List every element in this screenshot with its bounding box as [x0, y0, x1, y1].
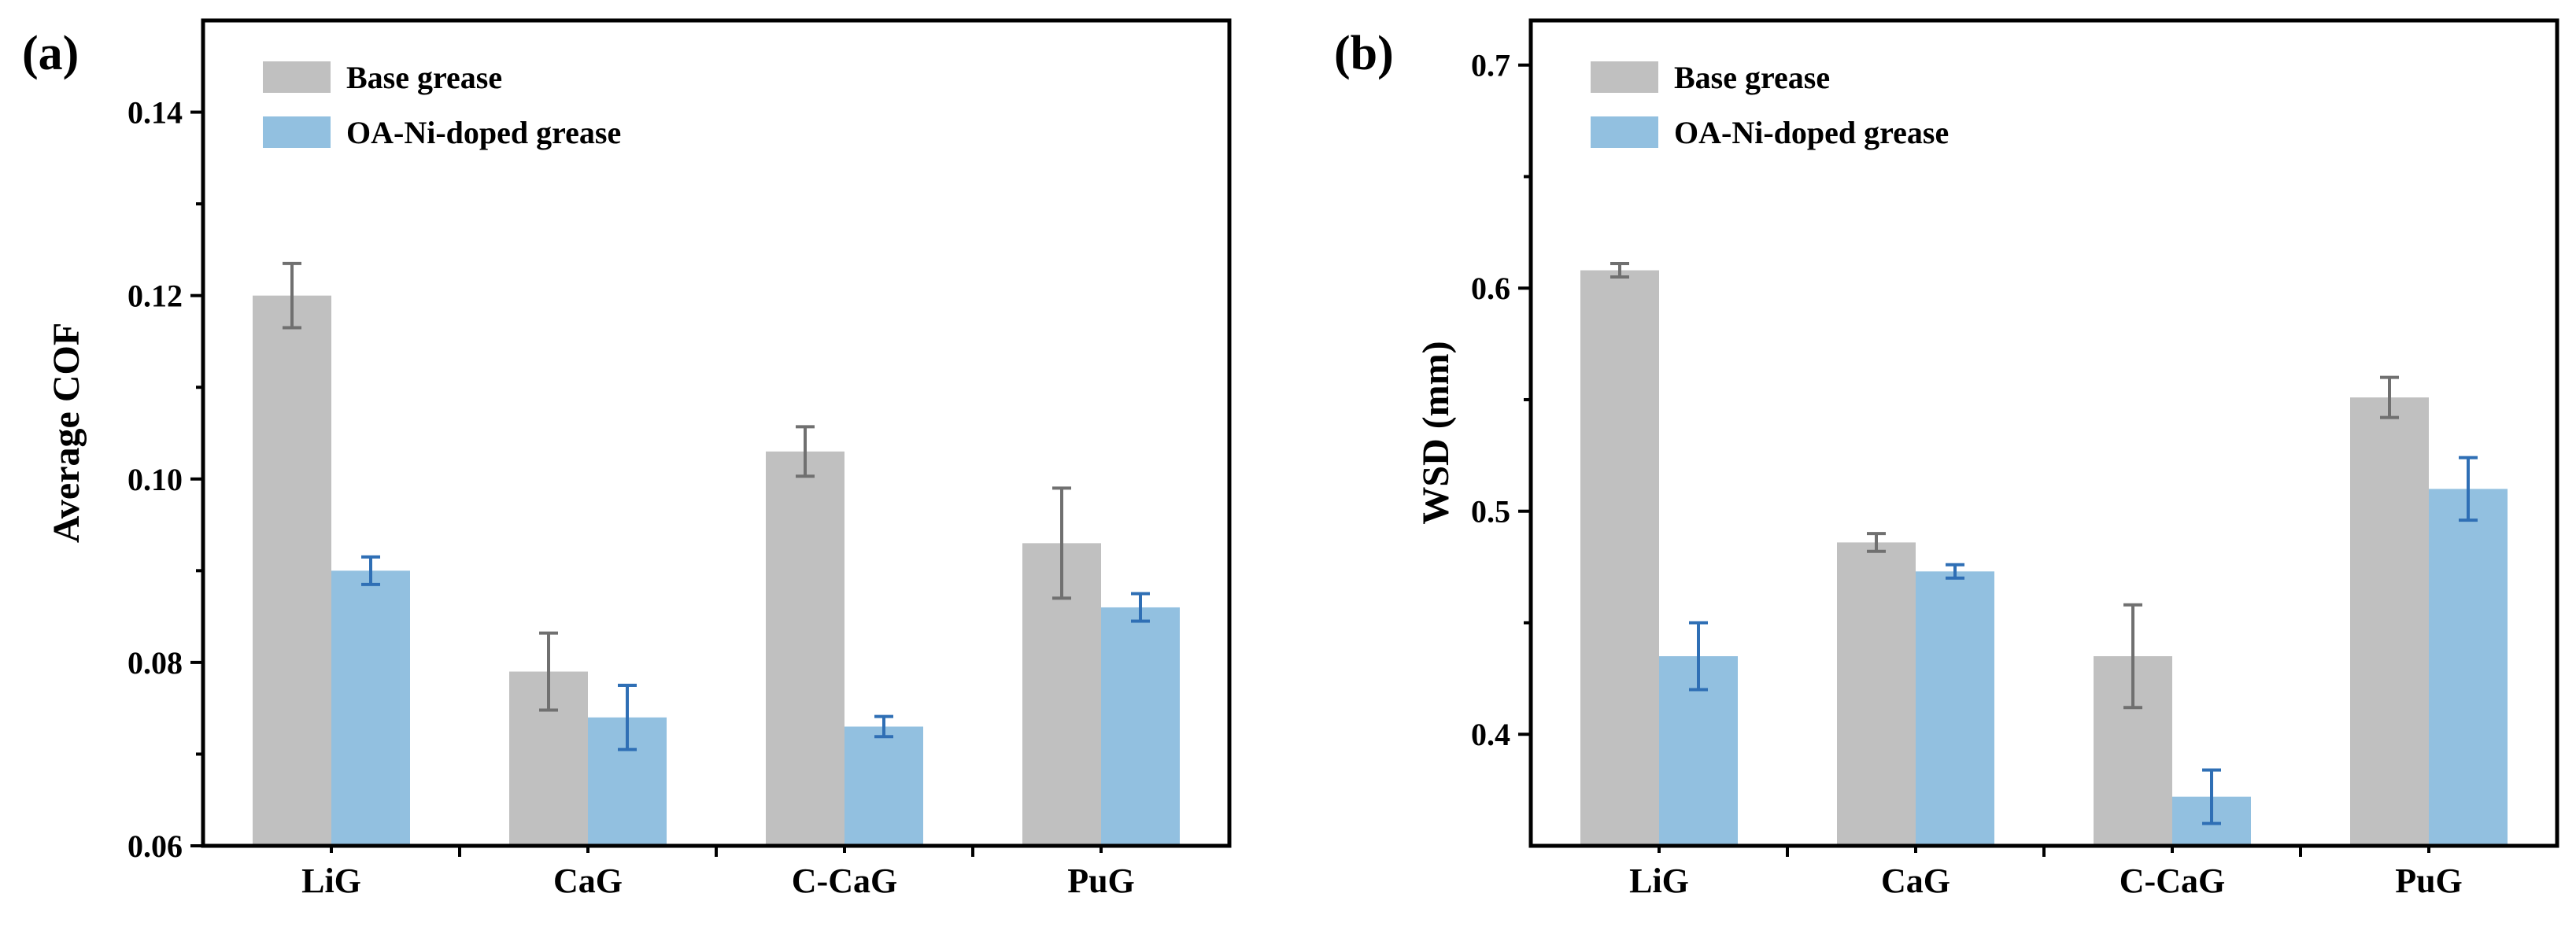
error-bar-doped-pug	[2459, 456, 2478, 522]
panel-label: (a)	[22, 27, 79, 80]
y-tick-label: 0.12	[128, 279, 183, 314]
y-tick-label: 0.14	[128, 95, 183, 131]
x-category-label: CaG	[553, 862, 623, 900]
legend-label-base: Base grease	[346, 60, 502, 95]
x-category-label: C-CaG	[2120, 862, 2225, 900]
panel-label: (b)	[1334, 27, 1394, 80]
error-bar-doped-pug	[1131, 592, 1150, 623]
y-tick-label: 0.10	[128, 462, 183, 497]
y-tick-label: 0.06	[128, 829, 183, 864]
panel-a: 0.06 0.08 0.10 0.12 0.14 LiG CaG C-CaG PuG (a) Ave…	[22, 18, 1232, 900]
error-bar-base-lig	[283, 261, 301, 330]
bar-doped-pug	[2429, 489, 2508, 846]
error-bar-doped-c-cag	[874, 714, 893, 739]
error-bar-base-pug	[2380, 375, 2399, 419]
legend-swatch-base	[263, 61, 331, 93]
x-category-label: CaG	[1881, 862, 1950, 900]
legend-label-base: Base grease	[1674, 60, 1830, 95]
error-bar-doped-lig	[361, 555, 380, 586]
legend-label-doped: OA-Ni-doped grease	[1674, 115, 1949, 150]
error-bar-base-c-cag	[796, 425, 815, 478]
error-bar-doped-c-cag	[2202, 768, 2221, 825]
y-axis-label: WSD (mm)	[1415, 341, 1457, 524]
bar-doped-cag	[1916, 571, 1994, 846]
bar-doped-lig	[331, 570, 410, 846]
legend-swatch-base	[1591, 61, 1658, 93]
legend-swatch-doped	[1591, 116, 1658, 148]
bar-base-cag	[1837, 542, 1916, 846]
y-tick-label: 0.6	[1471, 271, 1510, 306]
bar-doped-c-cag	[844, 726, 923, 846]
panel-b: 0.4 0.5 0.6 0.7 LiG CaG C-CaG PuG (b) WSD (mm) Bas…	[1334, 18, 2559, 900]
bar-doped-pug	[1101, 607, 1180, 846]
bar-base-lig	[253, 295, 331, 847]
error-bar-doped-cag	[618, 684, 637, 751]
bar-base-lig	[1580, 270, 1659, 846]
error-bar-base-c-cag	[2123, 603, 2142, 710]
error-bar-doped-lig	[1689, 621, 1708, 692]
error-bar-base-pug	[1052, 486, 1071, 600]
legend-label-doped: OA-Ni-doped grease	[346, 115, 621, 150]
x-category-label: LiG	[301, 862, 361, 900]
legend-swatch-doped	[263, 116, 331, 148]
x-category-label: PuG	[1067, 862, 1135, 900]
x-category-label: PuG	[2395, 862, 2463, 900]
bar-base-pug	[2350, 397, 2429, 847]
x-category-label: C-CaG	[792, 862, 897, 900]
y-axis-label: Average COF	[46, 323, 87, 543]
x-category-label: LiG	[1629, 862, 1689, 900]
y-tick-label: 0.4	[1471, 717, 1510, 752]
error-bar-doped-cag	[1946, 563, 1964, 580]
y-tick-label: 0.5	[1471, 494, 1510, 530]
y-tick-label: 0.08	[128, 645, 183, 681]
bar-base-c-cag	[766, 451, 844, 846]
error-bar-base-lig	[1610, 262, 1629, 279]
y-tick-label: 0.7	[1471, 48, 1510, 83]
error-bar-base-cag	[539, 631, 558, 712]
error-bar-base-cag	[1867, 532, 1886, 553]
